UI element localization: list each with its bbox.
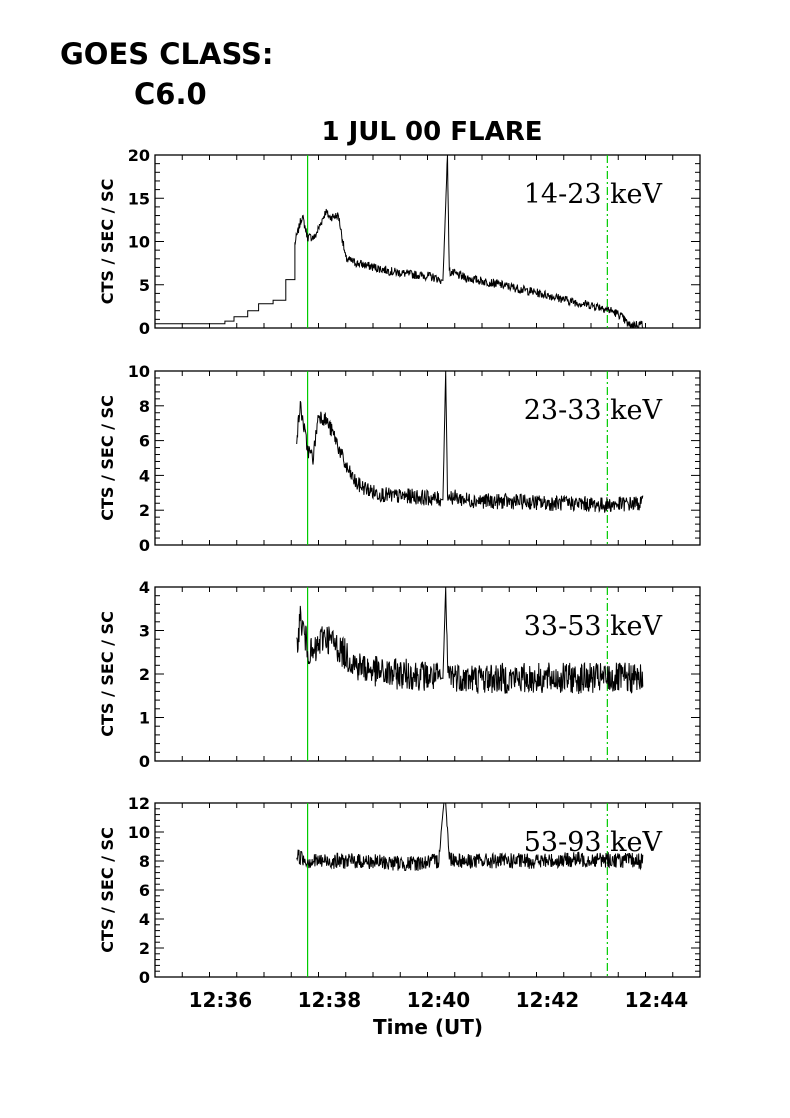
y-tick-label: 2 <box>139 665 150 684</box>
y-tick-label: 15 <box>128 189 150 208</box>
x-tick-label: 12:40 <box>407 988 471 1012</box>
count-rate-series <box>296 802 644 871</box>
y-axis-label: CTS / SEC / SC <box>98 395 117 521</box>
y-tick-label: 12 <box>128 794 150 813</box>
chart-title: 1 JUL 00 FLARE <box>321 117 542 147</box>
count-rate-series <box>296 586 644 695</box>
y-tick-label: 4 <box>139 466 150 485</box>
count-rate-series <box>155 154 644 329</box>
y-tick-label: 0 <box>139 968 150 987</box>
goes-class-value: C6.0 <box>134 77 207 111</box>
y-tick-label: 10 <box>128 823 150 842</box>
band-label: 14-23 keV <box>524 179 663 210</box>
y-tick-label: 4 <box>139 910 150 929</box>
y-tick-label: 1 <box>139 709 150 728</box>
y-axis-label: CTS / SEC / SC <box>98 611 117 737</box>
band-label: 23-33 keV <box>524 395 663 426</box>
y-axis-label: CTS / SEC / SC <box>98 827 117 953</box>
y-tick-label: 0 <box>139 536 150 555</box>
x-tick-label: 12:38 <box>298 988 362 1012</box>
y-tick-label: 2 <box>139 939 150 958</box>
y-tick-label: 0 <box>139 319 150 338</box>
x-tick-label: 12:36 <box>189 988 253 1012</box>
y-tick-label: 5 <box>139 276 150 295</box>
y-axis-label: CTS / SEC / SC <box>98 179 117 305</box>
y-tick-label: 3 <box>139 622 150 641</box>
y-tick-label: 10 <box>128 362 150 381</box>
y-tick-label: 10 <box>128 233 150 252</box>
x-tick-label: 12:42 <box>516 988 580 1012</box>
x-axis-label: Time (UT) <box>373 1015 483 1039</box>
y-tick-label: 6 <box>139 881 150 900</box>
y-tick-label: 2 <box>139 501 150 520</box>
y-tick-label: 8 <box>139 852 150 871</box>
band-label: 53-93 keV <box>524 827 663 858</box>
y-tick-label: 6 <box>139 432 150 451</box>
y-tick-label: 8 <box>139 397 150 416</box>
band-label: 33-53 keV <box>524 611 663 642</box>
goes-class-label: GOES CLASS: <box>60 37 274 71</box>
y-tick-label: 0 <box>139 752 150 771</box>
y-tick-label: 20 <box>128 146 150 165</box>
count-rate-series <box>296 370 644 514</box>
y-tick-label: 4 <box>139 578 150 597</box>
x-tick-label: 12:44 <box>625 988 689 1012</box>
